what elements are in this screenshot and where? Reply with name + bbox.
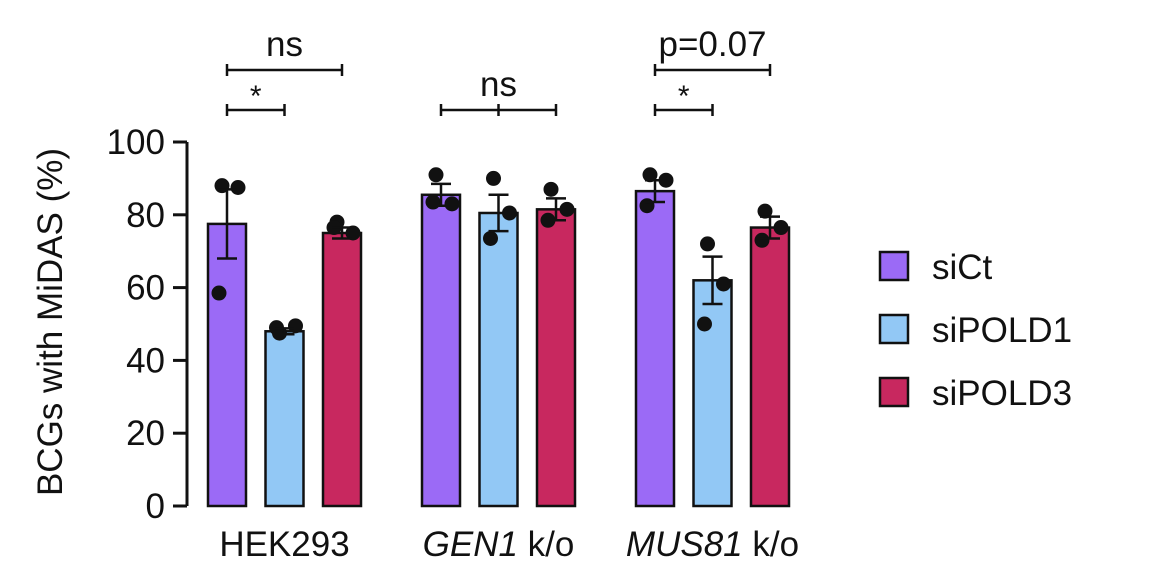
legend-swatch (878, 313, 910, 345)
chart-bars (206, 189, 791, 508)
data-point (543, 181, 559, 197)
bar (321, 231, 363, 508)
data-point (754, 232, 770, 248)
data-point (658, 172, 674, 188)
data-point (639, 198, 655, 214)
data-point (288, 318, 303, 334)
bar (749, 226, 791, 508)
significance-label: ns (266, 25, 303, 64)
data-point (559, 201, 575, 217)
data-point (428, 167, 444, 183)
significance-label: * (250, 80, 262, 113)
legend-swatch (878, 250, 910, 282)
data-point (444, 196, 460, 212)
bar (692, 279, 733, 508)
bar (264, 330, 305, 508)
legend-label: siPOLD1 (932, 311, 1072, 350)
data-point (642, 167, 658, 183)
bar (634, 189, 676, 508)
y-tick-label: 60 (126, 269, 165, 308)
data-point (345, 225, 361, 241)
y-tick-label: 80 (126, 196, 165, 235)
y-tick-label: 100 (107, 123, 165, 162)
y-tick-label: 20 (126, 414, 165, 453)
data-point (483, 230, 498, 246)
significance-label: p=0.07 (658, 25, 766, 64)
x-category-label: GEN1 k/o (423, 525, 575, 563)
legend-label: siPOLD3 (932, 374, 1072, 413)
chart-points (211, 167, 789, 341)
legend-swatch (878, 376, 910, 408)
x-category-label: HEK293 (219, 525, 349, 563)
bar (535, 208, 577, 508)
y-axis-label: BCGs with MiDAS (%) (31, 148, 70, 496)
data-point (211, 285, 227, 301)
data-point (230, 180, 246, 195)
chart-legend: siCt siPOLD1 siPOLD3 (878, 248, 1072, 413)
data-point (700, 236, 715, 252)
data-point (486, 170, 501, 186)
legend-label: siCt (932, 248, 993, 287)
data-point (502, 205, 517, 221)
data-point (697, 316, 712, 332)
data-point (425, 194, 441, 210)
chart-axes: 0 20 40 60 80 100 HEK293 GEN1 k/o MUS81 k/o (107, 123, 799, 563)
y-tick-label: 0 (146, 487, 165, 526)
x-category-label: MUS81 k/o (626, 525, 799, 563)
significance-annotations: ns* nsp=0.07* (225, 25, 772, 116)
data-point (757, 203, 773, 219)
significance-label: ns (480, 65, 517, 104)
bar (420, 193, 462, 508)
significance-label: * (678, 80, 690, 113)
y-tick-label: 40 (126, 341, 165, 380)
data-point (716, 276, 731, 292)
bar (206, 222, 248, 508)
chart-error-bars (217, 178, 780, 336)
data-point (773, 220, 789, 236)
bar (478, 211, 519, 508)
